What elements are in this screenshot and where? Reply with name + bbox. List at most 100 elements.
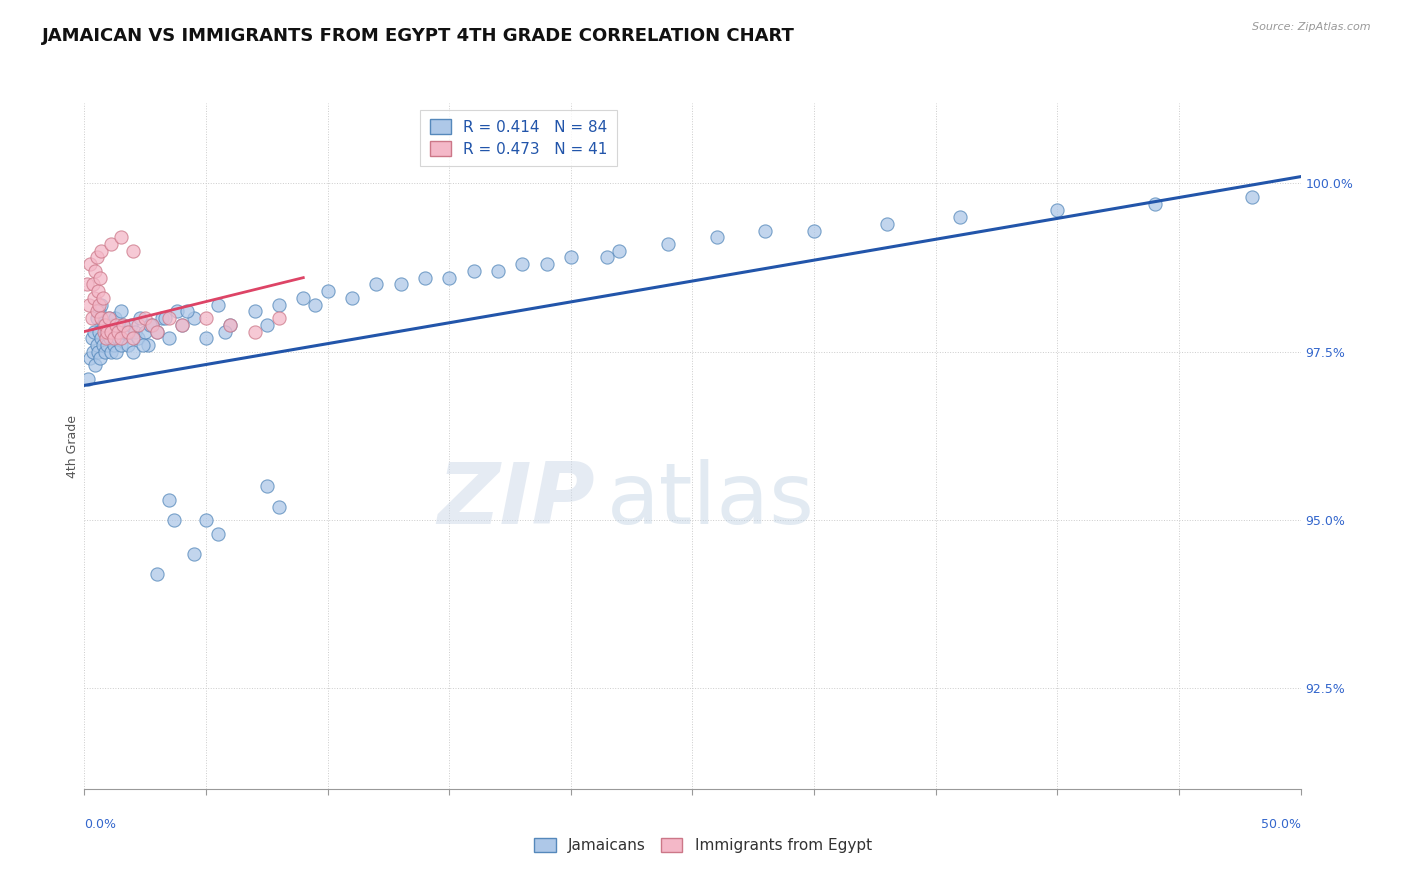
Point (243, 325, 266, 339)
Point (706, 230, 728, 244)
Point (207, 297, 229, 311)
Point (80, 311, 103, 326)
Point (89, 351, 111, 366)
Point (159, 311, 181, 326)
Point (214, 325, 236, 339)
Point (560, 251, 582, 265)
Point (132, 338, 155, 352)
Point (439, 270, 461, 285)
Point (82, 344, 104, 359)
Point (91, 291, 114, 305)
Text: atlas: atlas (607, 459, 815, 542)
Point (89, 270, 111, 285)
Point (194, 311, 218, 326)
Point (94, 318, 117, 332)
Point (104, 318, 127, 332)
Point (83, 325, 105, 339)
Point (170, 318, 193, 332)
Point (159, 492, 181, 507)
Text: ZIP: ZIP (437, 459, 595, 542)
Point (112, 318, 135, 332)
Point (117, 338, 139, 352)
Point (129, 311, 152, 326)
Point (103, 331, 125, 345)
Point (122, 331, 145, 345)
Point (90, 297, 112, 311)
Point (267, 500, 290, 514)
Point (146, 325, 169, 339)
Point (77, 372, 100, 386)
Point (94, 344, 117, 359)
Point (79, 351, 101, 366)
Point (536, 257, 558, 271)
Point (83, 291, 105, 305)
Point (486, 264, 509, 278)
Point (100, 325, 122, 339)
Point (389, 277, 412, 292)
Point (657, 237, 679, 252)
Point (112, 318, 135, 332)
Point (87, 284, 110, 298)
Point (91, 338, 114, 352)
Point (136, 338, 159, 352)
Point (949, 210, 972, 224)
Point (96, 338, 118, 352)
Point (93, 318, 115, 332)
Point (316, 284, 339, 298)
Point (124, 325, 146, 339)
Point (150, 311, 173, 326)
Point (146, 325, 169, 339)
Point (122, 244, 145, 258)
Point (596, 251, 619, 265)
Text: 50.0%: 50.0% (1261, 818, 1301, 831)
Point (87, 297, 110, 311)
Point (87, 344, 110, 359)
Point (97, 325, 120, 339)
Point (84, 264, 107, 278)
Point (166, 304, 188, 318)
Legend: Jamaicans, Immigrants from Egypt: Jamaicans, Immigrants from Egypt (529, 831, 877, 859)
Point (86, 304, 108, 318)
Point (183, 311, 205, 326)
Point (107, 331, 129, 345)
Point (90, 244, 112, 258)
Legend: R = 0.414   N = 84, R = 0.473   N = 41: R = 0.414 N = 84, R = 0.473 N = 41 (420, 111, 617, 166)
Y-axis label: 4th Grade: 4th Grade (66, 415, 79, 477)
Point (96, 325, 118, 339)
Point (110, 338, 132, 352)
Point (93, 325, 115, 339)
Point (100, 237, 122, 252)
Point (87, 325, 110, 339)
Point (219, 318, 242, 332)
Point (463, 264, 485, 278)
Point (127, 331, 149, 345)
Point (256, 318, 278, 332)
Point (267, 297, 290, 311)
Point (1240, 190, 1263, 204)
Point (117, 325, 139, 339)
Point (87, 304, 110, 318)
Point (104, 311, 127, 326)
Point (98, 331, 121, 345)
Point (304, 297, 326, 311)
Point (122, 344, 145, 359)
Point (120, 318, 142, 332)
Point (803, 223, 825, 237)
Point (86, 251, 108, 265)
Point (82, 277, 104, 292)
Point (134, 325, 156, 339)
Point (183, 547, 205, 561)
Text: 0.0%: 0.0% (84, 818, 117, 831)
Point (107, 325, 129, 339)
Point (754, 223, 776, 237)
Point (141, 318, 163, 332)
Point (194, 513, 218, 527)
Point (176, 304, 198, 318)
Point (146, 566, 169, 581)
Point (413, 270, 436, 285)
Point (219, 318, 242, 332)
Point (101, 318, 124, 332)
Point (97, 311, 120, 326)
Point (77, 297, 100, 311)
Point (96, 325, 118, 339)
